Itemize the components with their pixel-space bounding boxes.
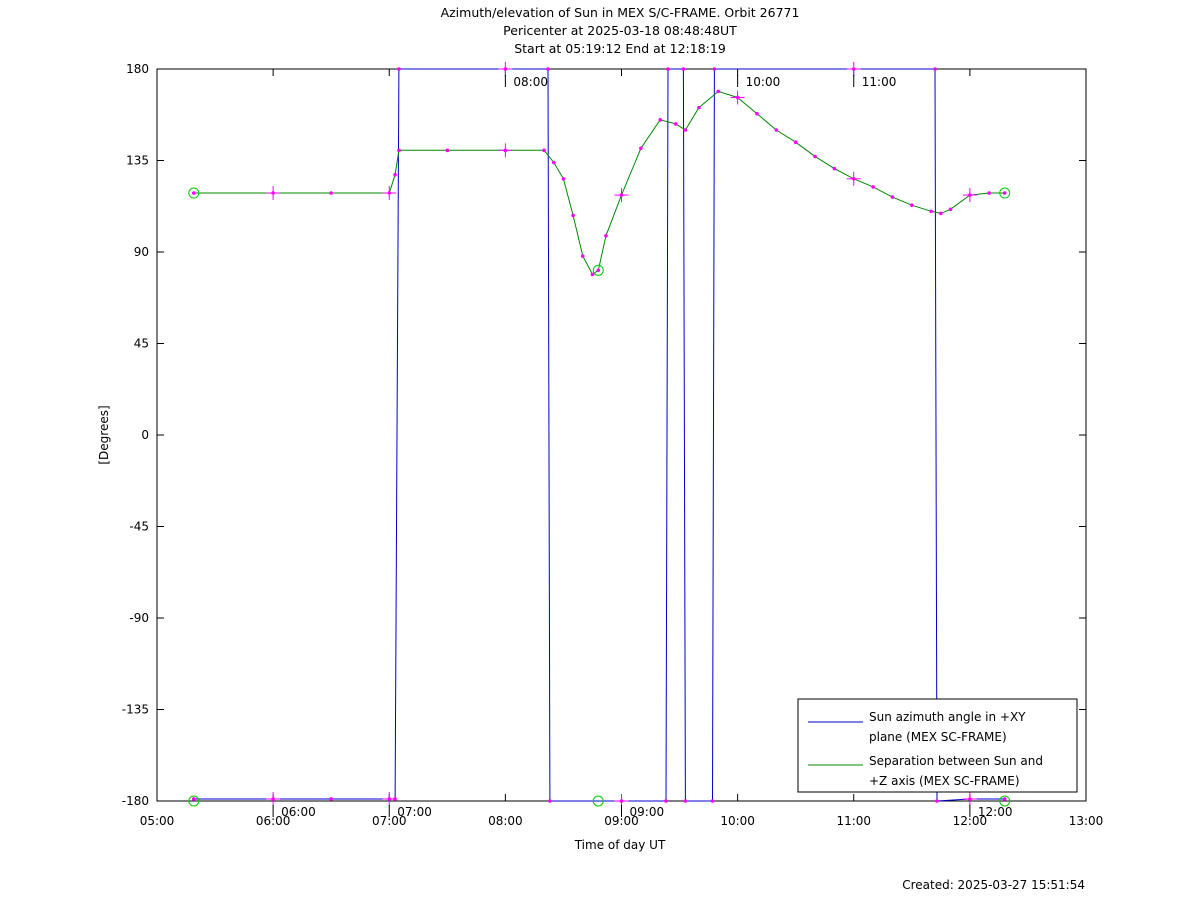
data-point-marker: [551, 160, 556, 165]
legend-label-separation-line1: Separation between Sun and: [869, 754, 1043, 768]
time-annotation-label: 06:00: [281, 805, 316, 819]
data-point-marker: [813, 154, 817, 159]
data-point-marker: [987, 191, 992, 195]
series-line-separation: [193, 90, 1005, 276]
data-point-marker: [658, 118, 663, 122]
y-tick-label: -45: [129, 520, 149, 534]
x-tick-label: 13:00: [1069, 814, 1104, 828]
data-point-marker: [393, 172, 397, 177]
data-point-marker: [397, 148, 401, 153]
data-point-marker: [683, 128, 688, 132]
marker-layer: [188, 62, 1011, 808]
time-annotation-label: 09:00: [630, 805, 665, 819]
legend-box: [797, 698, 1078, 793]
pericenter-marker: [592, 264, 604, 276]
data-point-marker: [590, 272, 595, 277]
data-point-marker: [793, 140, 798, 144]
data-point-marker: [1002, 797, 1007, 801]
series-line-azimuth: [193, 68, 1005, 802]
pericenter-marker: [592, 795, 604, 807]
data-point-marker: [683, 799, 688, 803]
time-annotation-label: 10:00: [746, 75, 781, 89]
data-point-marker: [546, 67, 550, 71]
x-tick-label: 10:00: [720, 814, 755, 828]
legend-label-azimuth-line1: Sun azimuth angle in +XY: [869, 710, 1026, 724]
y-tick-label: -90: [129, 611, 149, 625]
data-point-marker: [329, 191, 333, 195]
data-point-marker: [697, 105, 701, 110]
y-axis: 180 135 90 45 0 -45 -90 -135 -180: [122, 62, 1086, 808]
data-point-marker: [604, 233, 608, 238]
y-tick-label: 0: [141, 428, 149, 442]
x-tick-label: 11:00: [836, 814, 871, 828]
time-annotation-label: 07:00: [397, 805, 432, 819]
data-point-marker: [393, 797, 397, 801]
time-annotation-label: 08:00: [513, 75, 548, 89]
data-point-marker: [716, 89, 721, 94]
x-axis-label: Time of day UT: [574, 838, 666, 852]
data-point-marker: [755, 111, 759, 116]
start-end-marker: [188, 187, 200, 199]
y-tick-label: -135: [122, 703, 149, 717]
data-point-marker: [1002, 191, 1007, 195]
data-point-marker: [639, 146, 643, 151]
data-point-marker: [571, 213, 575, 218]
x-tick-label: 06:00: [256, 814, 291, 828]
data-point-marker: [935, 799, 939, 803]
data-point-marker: [712, 67, 717, 71]
chart-title-line-2: Pericenter at 2025-03-18 08:48:48UT: [503, 23, 737, 38]
legend: Sun azimuth angle in +XY plane (MEX SC-F…: [797, 698, 1078, 793]
data-point-marker: [542, 148, 546, 153]
start-end-marker: [999, 795, 1011, 807]
x-axis: 05:00 06:00 07:00 08:00 09:00 10:00 11:00 12:00…: [140, 69, 1104, 828]
y-tick-label: 90: [134, 245, 149, 259]
data-point-marker: [191, 191, 196, 195]
legend-label-azimuth-line2: plane (MEX SC-FRAME): [869, 730, 1007, 744]
data-point-marker: [397, 67, 401, 71]
data-point-marker: [910, 203, 914, 208]
data-point-marker: [939, 211, 943, 216]
data-point-marker: [890, 195, 895, 199]
data-point-marker: [596, 268, 601, 273]
plot-frame: [156, 68, 1087, 802]
start-end-marker: [188, 795, 200, 807]
y-tick-label: 45: [134, 337, 149, 351]
data-point-marker: [664, 799, 668, 803]
data-point-marker: [666, 67, 670, 71]
start-end-marker: [999, 187, 1011, 199]
data-point-marker: [548, 799, 552, 803]
y-axis-label: [Degrees]: [97, 405, 111, 464]
legend-label-separation-line2: +Z axis (MEX SC-FRAME): [869, 774, 1020, 788]
data-point-marker: [929, 209, 933, 214]
created-timestamp: Created: 2025-03-27 15:51:54: [902, 878, 1085, 892]
y-tick-label: 180: [126, 62, 149, 76]
chart-title-line-1: Azimuth/elevation of Sun in MEX S/C-FRAM…: [440, 5, 800, 20]
data-point-marker: [445, 148, 450, 153]
data-point-marker: [580, 254, 585, 258]
chart-title-line-3: Start at 05:19:12 End at 12:18:19: [514, 41, 726, 56]
x-tick-label: 12:00: [953, 814, 988, 828]
data-point-marker: [673, 122, 678, 126]
data-point-marker: [191, 797, 196, 801]
x-tick-label: 09:00: [604, 814, 639, 828]
data-point-marker: [933, 67, 937, 71]
time-annotation-label: 11:00: [862, 75, 897, 89]
x-tick-label: 05:00: [140, 814, 175, 828]
y-tick-label: 135: [126, 154, 149, 168]
data-point-marker: [871, 185, 875, 189]
time-annotation-label: 12:00: [978, 805, 1013, 819]
data-point-marker: [774, 128, 779, 132]
y-tick-label: -180: [122, 794, 149, 808]
data-point-marker: [681, 67, 686, 71]
time-annotations: 08:00 10:00 11:00 06:00 07:00 09:00 12:00: [272, 75, 1013, 819]
data-point-marker: [710, 799, 715, 803]
data-point-marker: [329, 797, 333, 801]
x-tick-label: 07:00: [372, 814, 407, 828]
data-point-marker: [948, 207, 953, 212]
data-point-marker: [832, 166, 837, 171]
x-tick-label: 08:00: [488, 814, 523, 828]
data-point-marker: [561, 177, 566, 181]
series-layer: [193, 68, 1005, 802]
